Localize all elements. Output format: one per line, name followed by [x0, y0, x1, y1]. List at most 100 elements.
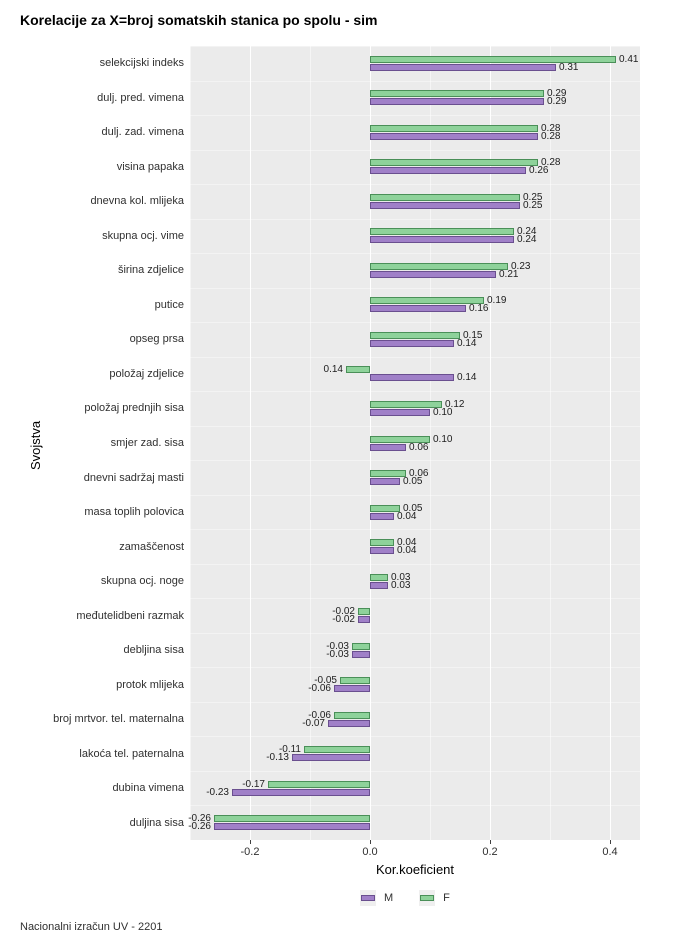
legend-key-f — [419, 890, 435, 906]
bar-value-f: 0.19 — [487, 296, 506, 306]
bar-m — [370, 271, 496, 278]
gridline-row — [190, 219, 640, 220]
bar-value-m: 0.26 — [529, 166, 548, 176]
bar-m — [370, 513, 394, 520]
bar-value-m: 0.21 — [499, 270, 518, 280]
legend-swatch-f — [420, 895, 434, 901]
gridline-row — [190, 736, 640, 737]
gridline-row — [190, 184, 640, 185]
bar-f — [370, 401, 442, 408]
bar-m — [370, 64, 556, 71]
bar-value-m: 0.14 — [457, 373, 476, 383]
bar-m — [370, 98, 544, 105]
x-tick-label: 0.2 — [482, 846, 497, 858]
gridline-minor — [190, 46, 191, 840]
gridline-row — [190, 667, 640, 668]
bar-m — [352, 651, 370, 658]
category-label: dulj. pred. vimena — [97, 92, 184, 104]
category-label: položaj zdjelice — [109, 368, 184, 380]
bar-m — [370, 444, 406, 451]
category-label: selekcijski indeks — [100, 57, 184, 69]
legend-label-f: F — [443, 892, 450, 904]
bar-m — [292, 754, 370, 761]
bar-value-m: 0.03 — [391, 581, 410, 591]
gridline-row — [190, 322, 640, 323]
bar-f — [268, 781, 370, 788]
gridline-row — [190, 633, 640, 634]
bar-m — [370, 374, 454, 381]
category-label: zamaščenost — [119, 541, 184, 553]
bar-value-f: 0.14 — [324, 365, 343, 375]
bar-f — [370, 194, 520, 201]
gridline-row — [190, 150, 640, 151]
bar-value-m: -0.26 — [188, 822, 211, 832]
gridline-row — [190, 357, 640, 358]
bar-value-m: 0.31 — [559, 63, 578, 73]
bar-f — [370, 574, 388, 581]
bar-f — [370, 90, 544, 97]
x-axis-label: Kor.koeficient — [190, 862, 640, 877]
bar-value-m: -0.03 — [326, 650, 349, 660]
gridline-row — [190, 81, 640, 82]
category-label: putice — [155, 299, 184, 311]
bar-f — [370, 539, 394, 546]
bar-m — [370, 582, 388, 589]
gridline-row — [190, 840, 640, 841]
category-label: duljina sisa — [130, 817, 184, 829]
x-tick-label: -0.2 — [241, 846, 260, 858]
bar-f — [370, 470, 406, 477]
bar-value-m: 0.28 — [541, 132, 560, 142]
bar-f — [370, 228, 514, 235]
bar-f — [370, 263, 508, 270]
bar-value-f: -0.17 — [242, 780, 265, 790]
x-tick — [370, 840, 371, 844]
bar-f — [370, 125, 538, 132]
bar-value-f: 0.10 — [433, 435, 452, 445]
legend-swatch-m — [361, 895, 375, 901]
gridline-major — [250, 46, 251, 840]
category-label: broj mrtvor. tel. maternalna — [53, 713, 184, 725]
gridline-row — [190, 288, 640, 289]
category-label: opseg prsa — [130, 333, 184, 345]
bar-m — [334, 685, 370, 692]
bar-m — [358, 616, 370, 623]
gridline-row — [190, 771, 640, 772]
category-label: protok mlijeka — [116, 679, 184, 691]
legend: M F — [360, 890, 450, 906]
bar-f — [340, 677, 370, 684]
bar-value-m: -0.23 — [206, 788, 229, 798]
category-label: dnevna kol. mlijeka — [90, 195, 184, 207]
category-label: dnevni sadržaj masti — [84, 472, 184, 484]
category-label: skupna ocj. noge — [101, 575, 184, 587]
bar-m — [370, 305, 466, 312]
category-label: položaj prednjih sisa — [84, 402, 184, 414]
bar-m — [370, 478, 400, 485]
bar-m — [370, 167, 526, 174]
bar-m — [370, 133, 538, 140]
gridline-row — [190, 598, 640, 599]
bar-f — [370, 332, 460, 339]
gridline-row — [190, 564, 640, 565]
legend-key-m — [360, 890, 376, 906]
page-root: Korelacije za X=broj somatskih stanica p… — [0, 0, 680, 945]
category-label: međutelidbeni razmak — [76, 610, 184, 622]
bar-value-m: 0.04 — [397, 512, 416, 522]
x-tick — [610, 840, 611, 844]
gridline-row — [190, 805, 640, 806]
bar-value-m: 0.04 — [397, 546, 416, 556]
bar-m — [370, 202, 520, 209]
bar-value-m: 0.16 — [469, 304, 488, 314]
bar-value-m: -0.13 — [266, 753, 289, 763]
bar-f — [334, 712, 370, 719]
gridline-row — [190, 426, 640, 427]
bar-value-m: 0.25 — [523, 201, 542, 211]
category-label: masa toplih polovica — [84, 506, 184, 518]
bar-value-m: 0.05 — [403, 477, 422, 487]
bar-f — [358, 608, 370, 615]
category-label: dulj. zad. vimena — [101, 126, 184, 138]
category-label: lakoća tel. paternalna — [79, 748, 184, 760]
bar-f — [352, 643, 370, 650]
bar-value-m: -0.06 — [308, 684, 331, 694]
bar-m — [214, 823, 370, 830]
bar-value-m: 0.14 — [457, 339, 476, 349]
